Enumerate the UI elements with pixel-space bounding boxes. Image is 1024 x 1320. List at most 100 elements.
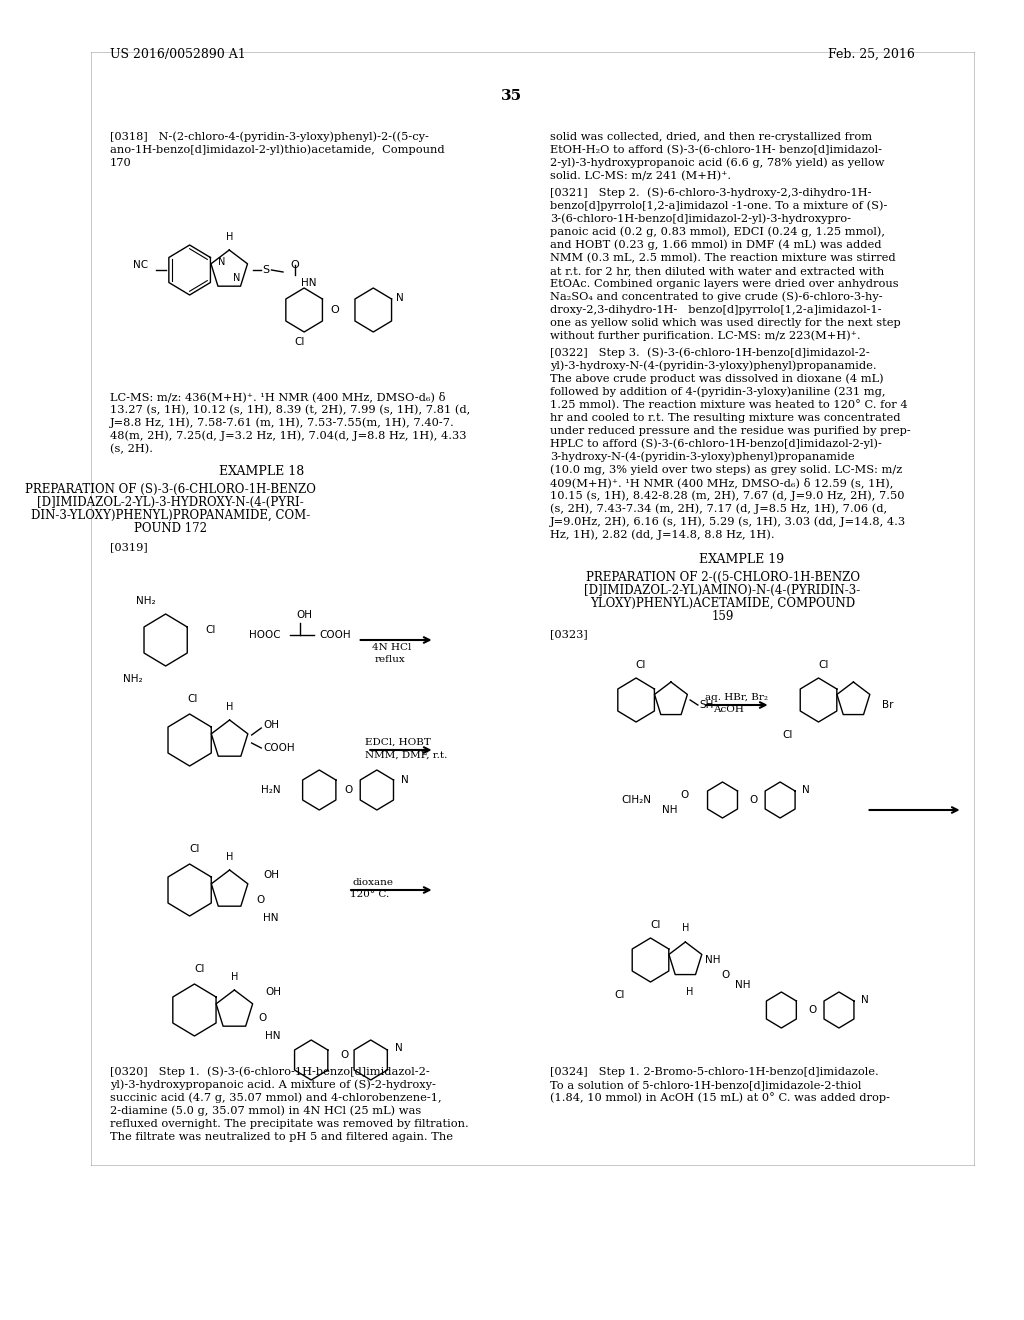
Text: H: H [226,702,233,711]
Text: EtOH-H₂O to afford (S)-3-(6-chloro-1H- benzo[d]imidazol-: EtOH-H₂O to afford (S)-3-(6-chloro-1H- b… [550,145,882,154]
Text: NMM (0.3 mL, 2.5 mmol). The reaction mixture was stirred: NMM (0.3 mL, 2.5 mmol). The reaction mix… [550,252,895,263]
Text: Hz, 1H), 2.82 (dd, J=14.8, 8.8 Hz, 1H).: Hz, 1H), 2.82 (dd, J=14.8, 8.8 Hz, 1H). [550,529,774,540]
Text: J=9.0Hz, 2H), 6.16 (s, 1H), 5.29 (s, 1H), 3.03 (dd, J=14.8, 4.3: J=9.0Hz, 2H), 6.16 (s, 1H), 5.29 (s, 1H)… [550,516,906,527]
Text: under reduced pressure and the residue was purified by prep-: under reduced pressure and the residue w… [550,426,910,436]
Text: [0319]: [0319] [110,543,147,552]
Text: HN: HN [301,279,316,288]
Text: COOH: COOH [319,630,351,640]
Text: NH₂: NH₂ [123,675,142,684]
Text: benzo[d]pyrrolo[1,2-a]imidazol -1-one. To a mixture of (S)-: benzo[d]pyrrolo[1,2-a]imidazol -1-one. T… [550,201,887,211]
Text: without further purification. LC-MS: m/z 223(M+H)⁺.: without further purification. LC-MS: m/z… [550,330,860,341]
Text: N: N [802,785,810,795]
Text: hr and cooled to r.t. The resulting mixture was concentrated: hr and cooled to r.t. The resulting mixt… [550,413,900,422]
Text: Cl: Cl [636,660,646,671]
Text: 3-(6-chloro-1H-benzo[d]imidazol-2-yl)-3-hydroxypro-: 3-(6-chloro-1H-benzo[d]imidazol-2-yl)-3-… [550,214,851,224]
Text: NMM, DMF, r.t.: NMM, DMF, r.t. [366,751,447,760]
Text: O: O [340,1049,348,1060]
Text: Cl: Cl [650,920,660,931]
Text: 159: 159 [712,610,734,623]
Text: droxy-2,3-dihydro-1H-   benzo[d]pyrrolo[1,2-a]imidazol-1-: droxy-2,3-dihydro-1H- benzo[d]pyrrolo[1,… [550,305,882,315]
Text: NC: NC [133,260,148,271]
Text: 3-hydroxy-N-(4-(pyridin-3-yloxy)phenyl)propanamide: 3-hydroxy-N-(4-(pyridin-3-yloxy)phenyl)p… [550,451,854,462]
Text: N: N [233,273,241,282]
Text: O: O [808,1005,816,1015]
Text: (10.0 mg, 3% yield over two steps) as grey solid. LC-MS: m/z: (10.0 mg, 3% yield over two steps) as gr… [550,465,902,475]
Text: EtOAc. Combined organic layers were dried over anhydrous: EtOAc. Combined organic layers were drie… [550,279,898,289]
Text: O: O [290,260,299,271]
Text: N: N [394,1043,402,1053]
Text: Cl: Cl [187,694,198,704]
Text: OH: OH [297,610,313,620]
Text: Feb. 25, 2016: Feb. 25, 2016 [828,48,915,61]
Text: at r.t. for 2 hr, then diluted with water and extracted with: at r.t. for 2 hr, then diluted with wate… [550,267,884,276]
Text: US 2016/0052890 A1: US 2016/0052890 A1 [110,48,246,61]
Text: O: O [750,795,758,805]
Text: aq. HBr, Br₂: aq. HBr, Br₂ [706,693,768,702]
Text: H₂N: H₂N [261,785,281,795]
Text: H: H [682,923,689,933]
Text: HOOC: HOOC [249,630,281,640]
Text: N: N [218,257,225,267]
Text: LC-MS: m/z: 436(M+H)⁺. ¹H NMR (400 MHz, DMSO-d₆) δ: LC-MS: m/z: 436(M+H)⁺. ¹H NMR (400 MHz, … [110,391,445,403]
Text: PREPARATION OF (S)-3-(6-CHLORO-1H-BENZO: PREPARATION OF (S)-3-(6-CHLORO-1H-BENZO [25,483,315,496]
Text: yl)-3-hydroxy-N-(4-(pyridin-3-yloxy)phenyl)propanamide.: yl)-3-hydroxy-N-(4-(pyridin-3-yloxy)phen… [550,360,877,371]
Text: [D]IMIDAZOL-2-YL)-3-HYDROXY-N-(4-(PYRI-: [D]IMIDAZOL-2-YL)-3-HYDROXY-N-(4-(PYRI- [37,496,304,510]
Text: HPLC to afford (S)-3-(6-chloro-1H-benzo[d]imidazol-2-yl)-: HPLC to afford (S)-3-(6-chloro-1H-benzo[… [550,438,882,449]
Text: HN: HN [265,1031,281,1041]
Text: SH: SH [699,700,714,710]
Text: Cl: Cl [818,660,828,671]
Text: O: O [680,789,688,800]
Text: succinic acid (4.7 g, 35.07 mmol) and 4-chlorobenzene-1,: succinic acid (4.7 g, 35.07 mmol) and 4-… [110,1093,441,1104]
Text: Br: Br [883,700,894,710]
Text: O: O [258,1012,266,1023]
Text: NH₂: NH₂ [135,597,156,606]
Text: EXAMPLE 19: EXAMPLE 19 [699,553,784,566]
Text: H: H [686,987,694,997]
Text: N: N [861,995,868,1005]
Text: To a solution of 5-chloro-1H-benzo[d]imidazole-2-thiol: To a solution of 5-chloro-1H-benzo[d]imi… [550,1080,861,1090]
Text: Na₂SO₄ and concentrated to give crude (S)-6-chloro-3-hy-: Na₂SO₄ and concentrated to give crude (S… [550,292,883,302]
Text: Cl: Cl [195,964,205,974]
Text: AcOH: AcOH [713,705,743,714]
Text: COOH: COOH [263,743,295,752]
Text: NH: NH [705,954,720,965]
Text: NH: NH [662,805,678,814]
Text: NH: NH [735,979,751,990]
Text: solid. LC-MS: m/z 241 (M+H)⁺.: solid. LC-MS: m/z 241 (M+H)⁺. [550,170,731,181]
Text: Cl: Cl [205,624,215,635]
Text: N: N [400,775,409,785]
Text: DIN-3-YLOXY)PHENYL)PROPANAMIDE, COM-: DIN-3-YLOXY)PHENYL)PROPANAMIDE, COM- [31,510,310,521]
Text: J=8.8 Hz, 1H), 7.58-7.61 (m, 1H), 7.53-7.55(m, 1H), 7.40-7.: J=8.8 Hz, 1H), 7.58-7.61 (m, 1H), 7.53-7… [110,417,455,428]
Text: YLOXY)PHENYL)ACETAMIDE, COMPOUND: YLOXY)PHENYL)ACETAMIDE, COMPOUND [590,597,855,610]
Text: and HOBT (0.23 g, 1.66 mmol) in DMF (4 mL) was added: and HOBT (0.23 g, 1.66 mmol) in DMF (4 m… [550,239,882,249]
Text: EDCl, HOBT: EDCl, HOBT [366,738,431,747]
Text: H: H [226,851,233,862]
Text: reflux: reflux [375,655,406,664]
Text: [0321]   Step 2.  (S)-6-chloro-3-hydroxy-2,3-dihydro-1H-: [0321] Step 2. (S)-6-chloro-3-hydroxy-2,… [550,187,871,198]
Text: 4N HCl: 4N HCl [372,643,412,652]
Text: [0324]   Step 1. 2-Bromo-5-chloro-1H-benzo[d]imidazole.: [0324] Step 1. 2-Bromo-5-chloro-1H-benzo… [550,1067,879,1077]
Text: The above crude product was dissolved in dioxane (4 mL): The above crude product was dissolved in… [550,374,884,384]
Text: followed by addition of 4-(pyridin-3-yloxy)aniline (231 mg,: followed by addition of 4-(pyridin-3-ylo… [550,387,885,397]
Text: EXAMPLE 18: EXAMPLE 18 [219,465,304,478]
Text: [0320]   Step 1.  (S)-3-(6-chloro-1H-benzo[d]imidazol-2-: [0320] Step 1. (S)-3-(6-chloro-1H-benzo[… [110,1067,430,1077]
Text: 120° C.: 120° C. [350,890,389,899]
Text: OH: OH [263,870,280,880]
Text: O: O [722,970,730,979]
Text: [0323]: [0323] [550,630,588,639]
Text: [0322]   Step 3.  (S)-3-(6-chloro-1H-benzo[d]imidazol-2-: [0322] Step 3. (S)-3-(6-chloro-1H-benzo[… [550,347,869,358]
Text: O: O [256,895,265,906]
Text: 170: 170 [110,158,132,168]
Text: 35: 35 [501,88,522,103]
Text: PREPARATION OF 2-((5-CHLORO-1H-BENZO: PREPARATION OF 2-((5-CHLORO-1H-BENZO [586,572,859,583]
Text: ClH₂N: ClH₂N [622,795,651,805]
Text: Cl: Cl [189,843,200,854]
Text: H: H [225,232,232,242]
Text: N: N [396,293,404,304]
Text: Cl: Cl [614,990,625,1001]
Text: O: O [331,305,339,315]
Text: 2-diamine (5.0 g, 35.07 mmol) in 4N HCl (25 mL) was: 2-diamine (5.0 g, 35.07 mmol) in 4N HCl … [110,1105,421,1115]
Text: OH: OH [265,987,282,997]
Text: yl)-3-hydroxypropanoic acid. A mixture of (S)-2-hydroxy-: yl)-3-hydroxypropanoic acid. A mixture o… [110,1080,436,1090]
Text: one as yellow solid which was used directly for the next step: one as yellow solid which was used direc… [550,318,900,327]
